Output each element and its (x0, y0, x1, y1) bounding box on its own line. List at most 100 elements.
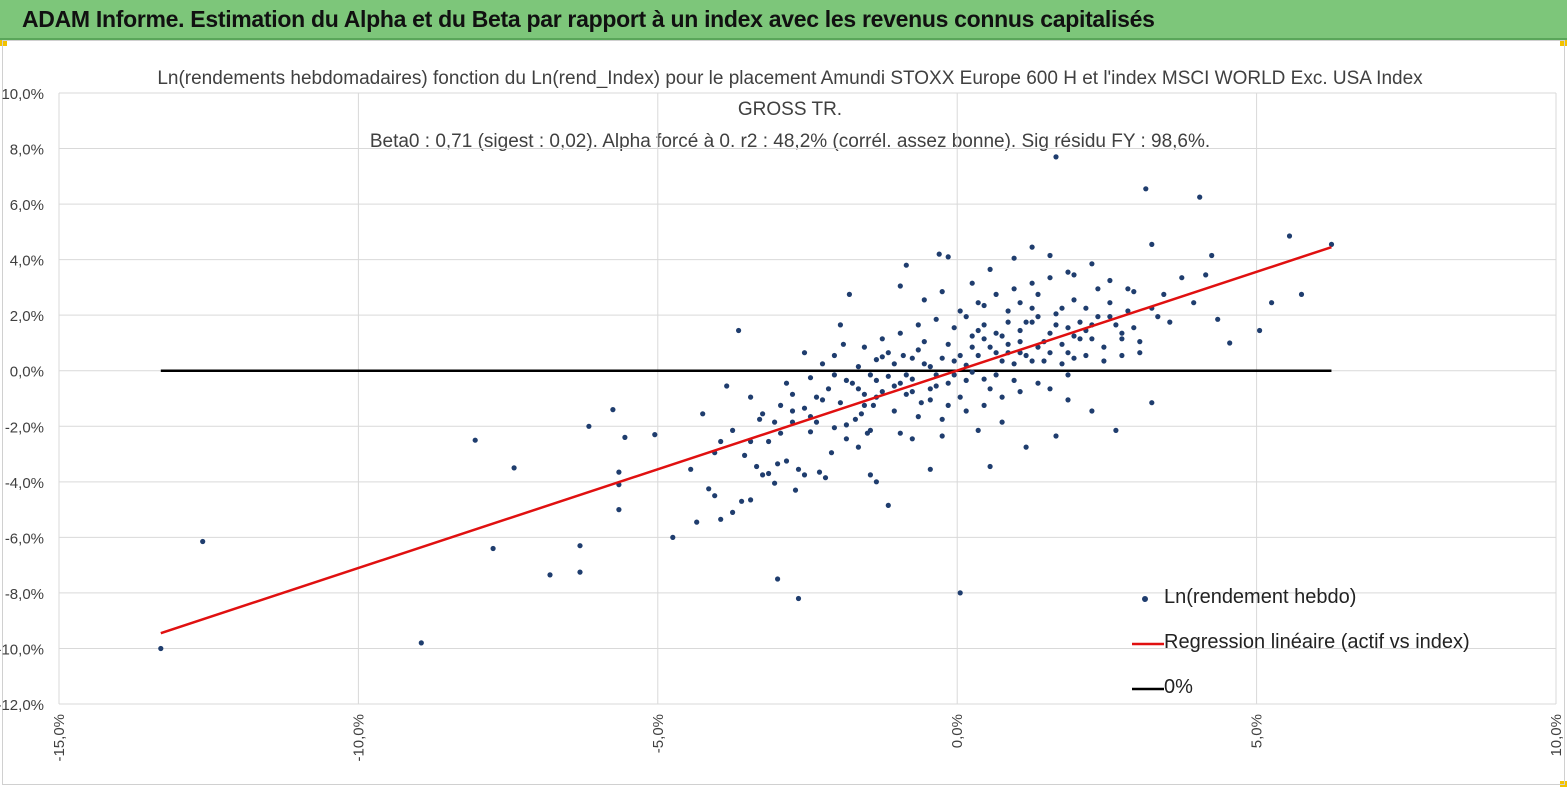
data-point (963, 314, 969, 320)
data-point (819, 361, 826, 367)
data-point (712, 493, 718, 499)
data-point (897, 380, 903, 386)
data-point (939, 433, 945, 439)
data-point (969, 344, 975, 350)
data-point (957, 590, 963, 596)
data-point (1113, 322, 1119, 328)
data-point (158, 645, 164, 652)
data-point (1089, 336, 1095, 342)
data-point (1059, 305, 1065, 311)
data-point (760, 411, 766, 417)
data-point (1011, 286, 1017, 292)
data-point (1053, 311, 1059, 317)
data-point (1191, 300, 1197, 306)
data-point (867, 427, 874, 433)
data-point (981, 376, 987, 382)
data-point (1083, 352, 1089, 359)
data-point (897, 330, 903, 336)
data-point (1017, 339, 1023, 345)
data-point (945, 380, 951, 386)
data-point (700, 411, 706, 417)
data-point (1119, 330, 1125, 336)
data-point (1029, 319, 1035, 325)
data-point (1065, 325, 1071, 331)
data-point (1053, 322, 1059, 328)
data-point (891, 408, 897, 414)
data-point (1017, 327, 1023, 334)
data-point (957, 352, 963, 359)
y-tick-label: -10,0% (0, 641, 44, 658)
data-point (915, 347, 921, 353)
data-point (957, 308, 963, 314)
data-point (1071, 297, 1077, 303)
legend-label-regression: Regression linéaire (actif vs index) (1164, 631, 1470, 653)
data-point (915, 322, 921, 328)
data-point (969, 333, 975, 339)
data-point (927, 386, 933, 392)
data-point (999, 333, 1005, 339)
report-header-banner: ADAM Informe. Estimation du Alpha et du … (0, 0, 1567, 40)
data-point (993, 350, 999, 356)
data-point (909, 355, 915, 361)
data-point (757, 416, 763, 422)
data-point (969, 280, 975, 286)
data-point (789, 408, 796, 414)
data-point (1119, 336, 1125, 342)
legend-label-scatter: Ln(rendement hebdo) (1164, 586, 1357, 608)
data-point (879, 354, 885, 360)
y-tick-label: -6,0% (5, 530, 44, 547)
data-point (1328, 241, 1335, 247)
data-point (852, 416, 859, 422)
data-point (1035, 291, 1041, 297)
data-point (1035, 314, 1041, 320)
data-point (736, 327, 742, 334)
chart-title-line-1: Ln(rendements hebdomadaires) fonction du… (157, 68, 1423, 89)
data-point (801, 472, 808, 478)
data-point (807, 429, 814, 435)
legend-marker-red-line (1132, 642, 1164, 646)
data-point (1071, 272, 1077, 278)
data-point (981, 322, 987, 328)
data-point (987, 386, 993, 392)
data-point (825, 386, 832, 392)
data-point (819, 397, 826, 403)
data-point (837, 400, 844, 406)
data-point (927, 397, 933, 403)
data-point (843, 422, 850, 428)
legend-marker-dot (1142, 596, 1148, 602)
data-point (987, 266, 993, 272)
data-point (951, 325, 957, 331)
data-point (789, 391, 796, 397)
data-point (801, 350, 808, 356)
data-point (933, 316, 939, 322)
data-point (1119, 352, 1125, 359)
data-point (724, 383, 730, 389)
data-point (921, 361, 927, 367)
data-point (730, 427, 736, 433)
data-point (1047, 330, 1053, 336)
data-point (795, 466, 802, 472)
data-point (993, 330, 999, 336)
data-point (816, 469, 823, 475)
data-point (909, 376, 915, 382)
data-point (1101, 344, 1107, 350)
data-point (1095, 314, 1101, 320)
data-point (873, 357, 880, 363)
data-point (490, 545, 496, 552)
data-point (858, 411, 865, 417)
data-point (945, 402, 951, 408)
data-point (1023, 319, 1029, 325)
data-point (1065, 397, 1071, 403)
data-point (1023, 444, 1029, 450)
data-point (748, 497, 754, 503)
data-point (975, 352, 981, 359)
data-point (891, 383, 897, 389)
data-point (945, 254, 951, 260)
chart-title-line-2: GROSS TR. (737, 99, 843, 120)
data-point (783, 458, 790, 464)
y-tick-label: 10,0% (1, 86, 44, 103)
data-point (1131, 289, 1137, 295)
data-point (1125, 308, 1131, 314)
data-point (200, 538, 206, 545)
data-point (775, 461, 781, 467)
